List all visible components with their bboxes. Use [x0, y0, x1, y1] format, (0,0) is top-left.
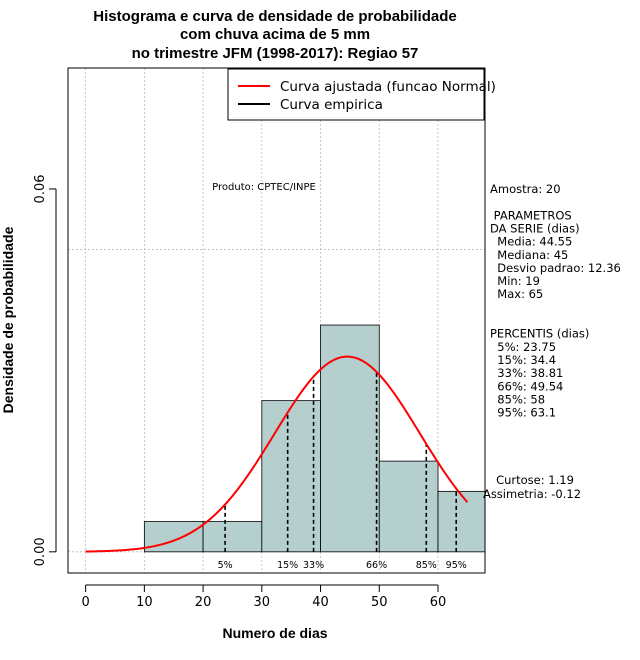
- histogram-bar-3: [320, 324, 380, 553]
- x-tick-label-5: 50: [371, 595, 388, 610]
- y-axis: 0.00 0.06: [33, 174, 57, 566]
- stat-line-5: Mediana: 45: [490, 248, 568, 262]
- legend: Curva ajustada (funcao Normal) Curva emp…: [227, 68, 496, 121]
- stat-line-11: PERCENTIS (dias): [490, 327, 589, 341]
- chart-title: Histograma e curva de densidade de proba…: [93, 8, 456, 62]
- stat-line-2: PARAMETROS: [490, 208, 572, 222]
- plot-frame: [67, 67, 486, 574]
- legend-label-fitted: Curva ajustada (funcao Normal): [280, 79, 496, 95]
- title-line-1: Histograma e curva de densidade de proba…: [93, 8, 456, 25]
- histogram-bar-2: [261, 400, 321, 553]
- stat-line-8: Max: 65: [490, 287, 543, 301]
- fitted-normal-curve: [85, 355, 469, 553]
- x-tick-label-1: 10: [136, 595, 153, 610]
- shape-stat-0: Curtose: 1.19: [496, 473, 574, 487]
- legend-box: [227, 68, 485, 121]
- percentile-label-4: 85%: [416, 560, 437, 571]
- x-tick-label-2: 20: [195, 595, 212, 610]
- stat-line-14: 33%: 38.81: [490, 366, 563, 380]
- stat-line-13: 15%: 34.4: [490, 353, 556, 367]
- stat-line-6: Desvio padrao: 12.36: [490, 261, 621, 275]
- stat-line-0: Amostra: 20: [490, 182, 561, 196]
- percentile-label-1: 15%: [277, 560, 298, 571]
- x-tick-label-4: 40: [312, 595, 329, 610]
- title-line-3: no trimestre JFM (1998-2017): Regiao 57: [132, 45, 419, 62]
- histogram-bar-4: [378, 460, 439, 553]
- percentile-label-3: 66%: [366, 560, 387, 571]
- stat-line-12: 5%: 23.75: [490, 340, 556, 354]
- x-tick-label-0: 0: [81, 595, 89, 610]
- y-tick-label-1: 0.06: [33, 174, 48, 203]
- grid-lines: [68, 68, 485, 573]
- histogram-bars: [143, 324, 486, 553]
- x-axis-title: Numero de dias: [222, 625, 327, 641]
- stat-line-7: Min: 19: [490, 274, 540, 288]
- y-axis-title: Densidade de probabilidade: [0, 226, 16, 413]
- histogram-bar-5: [437, 490, 486, 553]
- stat-line-17: 95%: 63.1: [490, 406, 556, 420]
- legend-label-empirical: Curva empirica: [280, 97, 383, 113]
- y-tick-label-0: 0.00: [33, 537, 48, 566]
- percentile-label-2: 33%: [303, 560, 324, 571]
- percentile-label-0: 5%: [218, 560, 233, 571]
- x-tick-label-6: 60: [430, 595, 447, 610]
- shape-stat-1: Assimetria: -0.12: [483, 487, 581, 501]
- stat-line-3: DA SERIE (dias): [490, 221, 580, 235]
- product-credit: Produto: CPTEC/INPE: [212, 182, 316, 193]
- percentile-markers: 5% 15% 33% 66% 85% 95%: [218, 371, 467, 571]
- x-axis: 0 10 20 30 40 50 60: [81, 584, 447, 610]
- stat-line-4: Media: 44.55: [490, 235, 572, 249]
- percentile-label-5: 95%: [446, 560, 467, 571]
- stat-line-15: 66%: 49.54: [490, 379, 563, 393]
- histogram-bar-1: [202, 521, 263, 553]
- stat-line-16: 85%: 58: [490, 392, 545, 406]
- x-tick-label-3: 30: [254, 595, 271, 610]
- title-line-2: com chuva acima de 5 mm: [180, 26, 370, 43]
